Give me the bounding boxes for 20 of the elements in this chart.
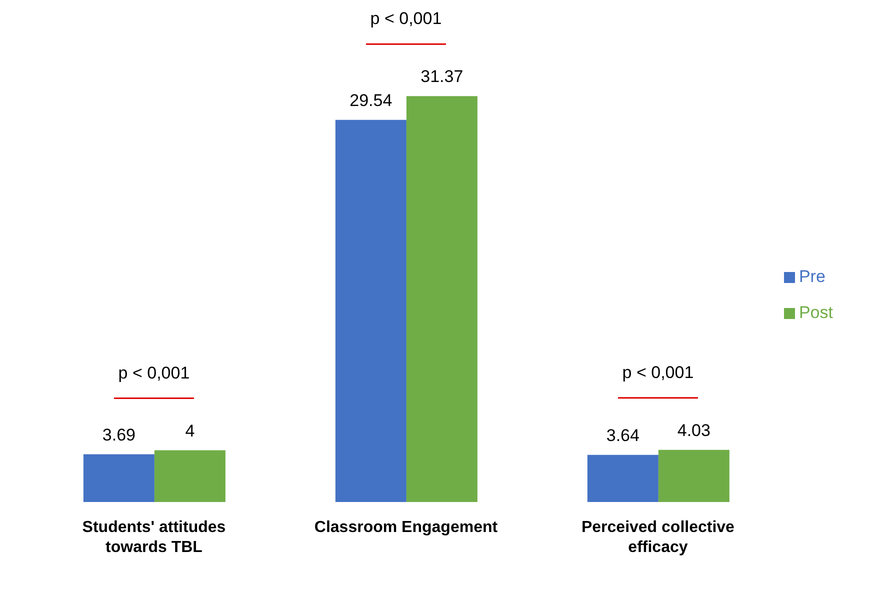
x-tick-label: Students' attitudes towards TBL [82,519,226,556]
bar [587,454,658,502]
data-label: 3.69 [102,425,136,444]
data-label: 4 [185,421,195,440]
legend-label: Pre [798,267,826,286]
x-tick-label: Perceived collective efficacy [581,519,735,556]
data-label: 4.03 [677,420,710,440]
data-label: 29.54 [350,90,392,110]
bar [406,96,478,502]
legend-label: Post [798,303,833,322]
annotation: p < 0,001 [622,362,694,382]
data-label: 3.64 [606,426,640,445]
x-tick-label: Classroom Engagement [314,519,498,536]
bar [154,450,226,502]
data-label: 31.37 [420,67,464,86]
text: p < 0,001 [370,9,442,28]
annotation: p < 0,001 [118,363,190,382]
bar [335,120,406,502]
bar [83,454,154,502]
bar [658,450,730,502]
